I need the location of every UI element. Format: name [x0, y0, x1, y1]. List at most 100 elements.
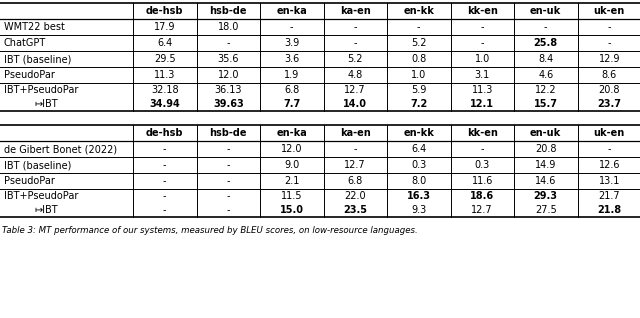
Text: IBT (baseline): IBT (baseline): [4, 54, 72, 64]
Text: WMT22 best: WMT22 best: [4, 22, 65, 32]
Text: 6.4: 6.4: [157, 38, 172, 48]
Text: -: -: [417, 22, 420, 32]
Text: -: -: [227, 176, 230, 186]
Text: 15.0: 15.0: [280, 205, 304, 215]
Text: 0.3: 0.3: [411, 160, 426, 170]
Text: hsb-de: hsb-de: [209, 6, 247, 16]
Text: 0.3: 0.3: [475, 160, 490, 170]
Text: 7.7: 7.7: [283, 99, 300, 109]
Text: -: -: [481, 38, 484, 48]
Text: de-hsb: de-hsb: [146, 6, 184, 16]
Text: 13.1: 13.1: [598, 176, 620, 186]
Text: 0.8: 0.8: [411, 54, 426, 64]
Text: en-kk: en-kk: [403, 6, 434, 16]
Text: 14.9: 14.9: [535, 160, 556, 170]
Text: de-hsb: de-hsb: [146, 128, 184, 138]
Text: 14.6: 14.6: [535, 176, 556, 186]
Text: uk-en: uk-en: [594, 6, 625, 16]
Text: 3.6: 3.6: [284, 54, 300, 64]
Text: PseudoPar: PseudoPar: [4, 176, 55, 186]
Text: 22.0: 22.0: [344, 191, 366, 201]
Text: 18.0: 18.0: [218, 22, 239, 32]
Text: 12.9: 12.9: [598, 54, 620, 64]
Text: -: -: [227, 191, 230, 201]
Text: -: -: [163, 191, 166, 201]
Text: ka-en: ka-en: [340, 128, 371, 138]
Text: en-uk: en-uk: [530, 6, 561, 16]
Text: -: -: [481, 144, 484, 154]
Text: 29.3: 29.3: [534, 191, 557, 201]
Text: kk-en: kk-en: [467, 128, 498, 138]
Text: 8.4: 8.4: [538, 54, 554, 64]
Text: 11.5: 11.5: [281, 191, 303, 201]
Text: ChatGPT: ChatGPT: [4, 38, 46, 48]
Text: 11.3: 11.3: [472, 85, 493, 95]
Text: 12.0: 12.0: [281, 144, 303, 154]
Text: en-ka: en-ka: [276, 6, 307, 16]
Text: PseudoPar: PseudoPar: [4, 70, 55, 80]
Text: 15.7: 15.7: [534, 99, 557, 109]
Text: 27.5: 27.5: [535, 205, 557, 215]
Text: 3.1: 3.1: [475, 70, 490, 80]
Text: -: -: [163, 205, 166, 215]
Text: uk-en: uk-en: [594, 128, 625, 138]
Text: 5.2: 5.2: [348, 54, 363, 64]
Text: en-kk: en-kk: [403, 128, 434, 138]
Text: 20.8: 20.8: [535, 144, 557, 154]
Text: 12.7: 12.7: [344, 85, 366, 95]
Text: 12.7: 12.7: [344, 160, 366, 170]
Text: -: -: [163, 176, 166, 186]
Text: 32.18: 32.18: [151, 85, 179, 95]
Text: -: -: [353, 38, 357, 48]
Text: 34.94: 34.94: [149, 99, 180, 109]
Text: 36.13: 36.13: [214, 85, 242, 95]
Text: 6.8: 6.8: [348, 176, 363, 186]
Text: 8.0: 8.0: [411, 176, 426, 186]
Text: 4.6: 4.6: [538, 70, 554, 80]
Text: 12.2: 12.2: [535, 85, 557, 95]
Text: 9.0: 9.0: [284, 160, 300, 170]
Text: 23.5: 23.5: [343, 205, 367, 215]
Text: 9.3: 9.3: [411, 205, 426, 215]
Text: -: -: [353, 22, 357, 32]
Text: IBT+PseudoPar: IBT+PseudoPar: [4, 85, 78, 95]
Text: 14.0: 14.0: [343, 99, 367, 109]
Text: 12.6: 12.6: [598, 160, 620, 170]
Text: IBT (baseline): IBT (baseline): [4, 160, 72, 170]
Text: 21.7: 21.7: [598, 191, 620, 201]
Text: ka-en: ka-en: [340, 6, 371, 16]
Text: -: -: [227, 38, 230, 48]
Text: 35.6: 35.6: [218, 54, 239, 64]
Text: 6.8: 6.8: [284, 85, 300, 95]
Text: -: -: [163, 144, 166, 154]
Text: -: -: [607, 38, 611, 48]
Text: 39.63: 39.63: [213, 99, 244, 109]
Text: -: -: [607, 144, 611, 154]
Text: 8.6: 8.6: [602, 70, 617, 80]
Text: -: -: [163, 160, 166, 170]
Text: 11.3: 11.3: [154, 70, 175, 80]
Text: -: -: [353, 144, 357, 154]
Text: 2.1: 2.1: [284, 176, 300, 186]
Text: 12.0: 12.0: [218, 70, 239, 80]
Text: Table 3: MT performance of our systems, measured by BLEU scores, on low-resource: Table 3: MT performance of our systems, …: [2, 226, 418, 235]
Text: 25.8: 25.8: [534, 38, 558, 48]
Text: 20.8: 20.8: [598, 85, 620, 95]
Text: en-uk: en-uk: [530, 128, 561, 138]
Text: 21.8: 21.8: [597, 205, 621, 215]
Text: -: -: [481, 22, 484, 32]
Text: -: -: [227, 205, 230, 215]
Text: de Gibert Bonet (2022): de Gibert Bonet (2022): [4, 144, 117, 154]
Text: 29.5: 29.5: [154, 54, 175, 64]
Text: hsb-de: hsb-de: [209, 128, 247, 138]
Text: 5.9: 5.9: [411, 85, 426, 95]
Text: -: -: [544, 22, 547, 32]
Text: 23.7: 23.7: [597, 99, 621, 109]
Text: -: -: [607, 22, 611, 32]
Text: 11.6: 11.6: [472, 176, 493, 186]
Text: 6.4: 6.4: [411, 144, 426, 154]
Text: 18.6: 18.6: [470, 191, 494, 201]
Text: 7.2: 7.2: [410, 99, 428, 109]
Text: 5.2: 5.2: [411, 38, 426, 48]
Text: ↦IBT: ↦IBT: [34, 99, 58, 109]
